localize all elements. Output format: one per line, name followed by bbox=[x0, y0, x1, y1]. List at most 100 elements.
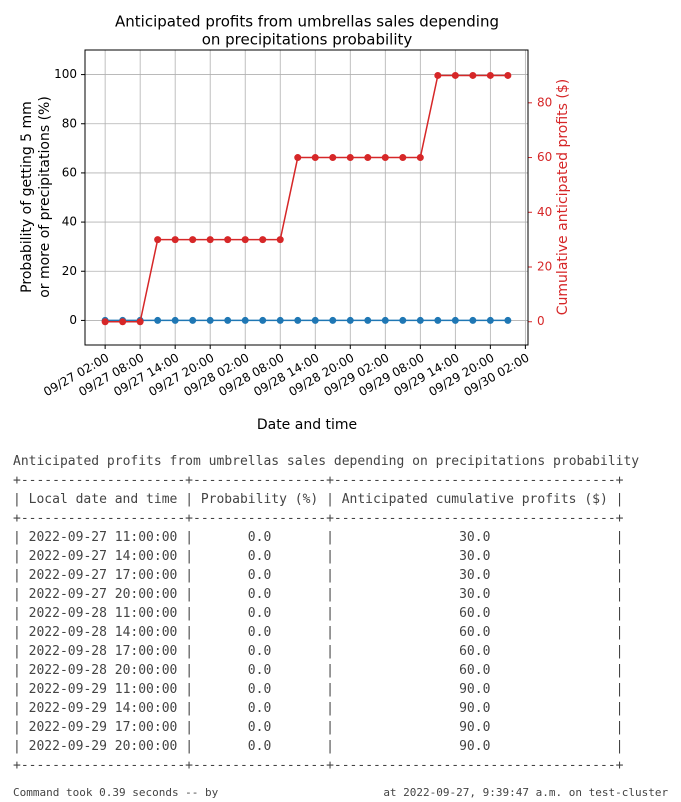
chart-title: on precipitations probability bbox=[202, 31, 413, 49]
cell-text: 2022-09-28 14:00:00 bbox=[28, 625, 178, 640]
point bbox=[486, 316, 494, 324]
point bbox=[399, 316, 407, 324]
point bbox=[486, 71, 494, 79]
point bbox=[346, 316, 354, 324]
cell: 60.0 bbox=[459, 606, 491, 621]
cell-text: 2022-09-27 20:00:00 bbox=[28, 587, 178, 602]
point bbox=[224, 316, 232, 324]
table-title: Anticipated profits from umbrellas sales… bbox=[13, 454, 640, 469]
y-tick-label: 100 bbox=[54, 67, 77, 81]
point bbox=[241, 316, 249, 324]
y2-tick-label: 60 bbox=[537, 150, 552, 164]
point bbox=[171, 236, 179, 244]
table-row: | 2022-09-28 20:00:00 | 0.0 | 60.0 | bbox=[13, 663, 624, 678]
cell: 0.0 bbox=[247, 720, 272, 735]
point bbox=[154, 236, 162, 244]
header-cell: Local date and time bbox=[28, 492, 178, 507]
point bbox=[276, 316, 284, 324]
table-body: | 2022-09-27 11:00:00 | 0.0 | 30.0 | | 2022-09… bbox=[13, 528, 639, 756]
table-border: +---------------------+-----------------… bbox=[13, 511, 624, 526]
cell: 0.0 bbox=[247, 701, 272, 716]
cell: 90.0 bbox=[459, 682, 491, 697]
point bbox=[224, 236, 232, 244]
point bbox=[416, 154, 424, 162]
cell: 0.0 bbox=[247, 530, 272, 545]
cell: 2022-09-28 11:00:00 bbox=[21, 604, 185, 623]
y-axis-label: Probability of getting 5 mm bbox=[19, 101, 35, 293]
cell: 60.0 bbox=[459, 625, 491, 640]
point bbox=[346, 154, 354, 162]
cell: 2022-09-28 14:00:00 bbox=[21, 623, 185, 642]
point bbox=[189, 316, 197, 324]
cell: 2022-09-29 11:00:00 bbox=[21, 680, 185, 699]
cell: 0.0 bbox=[247, 739, 272, 754]
table-row: | 2022-09-27 17:00:00 | 0.0 | 30.0 | bbox=[13, 568, 624, 583]
table: Anticipated profits from umbrellas sales… bbox=[13, 452, 639, 775]
point bbox=[276, 236, 284, 244]
point bbox=[206, 316, 214, 324]
point bbox=[119, 318, 127, 326]
point bbox=[451, 71, 459, 79]
point bbox=[136, 318, 144, 326]
x-axis-label: Date and time bbox=[257, 417, 357, 433]
cell: 0.0 bbox=[247, 625, 272, 640]
table-row: | 2022-09-27 14:00:00 | 0.0 | 30.0 | bbox=[13, 549, 624, 564]
cell: 2022-09-28 17:00:00 bbox=[21, 642, 185, 661]
cell: 30.0 bbox=[459, 530, 491, 545]
y-axis-label: or more of precipitations (%) bbox=[37, 96, 53, 298]
footer-text: Command took 0.39 seconds -- by bbox=[13, 786, 219, 799]
y2-axis-label: Cumulative anticipated profits ($) bbox=[555, 79, 571, 315]
footer-text: at 2022-09-27, 9:39:47 a.m. on test-clus… bbox=[383, 786, 669, 799]
table-row: | 2022-09-29 11:00:00 | 0.0 | 90.0 | bbox=[13, 680, 624, 699]
cell: 60.0 bbox=[459, 644, 491, 659]
cell-text: 2022-09-27 14:00:00 bbox=[28, 549, 178, 564]
y-tick-label: 0 bbox=[69, 313, 77, 327]
point bbox=[259, 316, 267, 324]
point bbox=[434, 71, 442, 79]
cell: 2022-09-29 17:00:00 bbox=[21, 718, 185, 737]
table-border: +---------------------+-----------------… bbox=[13, 758, 624, 773]
point bbox=[504, 316, 512, 324]
point bbox=[241, 236, 249, 244]
point bbox=[504, 71, 512, 79]
cell: 2022-09-27 20:00:00 bbox=[21, 585, 185, 604]
point bbox=[381, 154, 389, 162]
header-cell: Probability (%) bbox=[200, 492, 319, 507]
cell: 30.0 bbox=[459, 549, 491, 564]
point bbox=[399, 154, 407, 162]
cell-text: 2022-09-29 20:00:00 bbox=[28, 739, 178, 754]
cell-text: 2022-09-28 20:00:00 bbox=[28, 663, 178, 678]
point bbox=[451, 316, 459, 324]
chart-title: Anticipated profits from umbrellas sales… bbox=[115, 13, 499, 31]
point bbox=[416, 316, 424, 324]
table-row: | 2022-09-29 20:00:00 | 0.0 | 90.0 | bbox=[13, 739, 624, 754]
header-cell: Anticipated cumulative profits ($) bbox=[341, 492, 608, 507]
y2-tick-label: 80 bbox=[537, 95, 552, 109]
table-row: | 2022-09-29 14:00:00 | 0.0 | 90.0 | bbox=[13, 701, 624, 716]
cell-text: 2022-09-27 17:00:00 bbox=[28, 568, 178, 583]
cell-text: 2022-09-29 17:00:00 bbox=[28, 720, 178, 735]
footer: Command took 0.39 seconds -- by at 2022-0… bbox=[13, 786, 668, 799]
table-row: | 2022-09-27 20:00:00 | 0.0 | 30.0 | bbox=[13, 585, 624, 604]
cell-text: 2022-09-29 14:00:00 bbox=[28, 701, 178, 716]
point bbox=[171, 316, 179, 324]
y-tick-label: 60 bbox=[62, 165, 77, 179]
point bbox=[434, 316, 442, 324]
table-row: | 2022-09-27 11:00:00 | 0.0 | 30.0 | bbox=[13, 530, 624, 545]
cell: 0.0 bbox=[247, 682, 272, 697]
cell-text: 2022-09-29 11:00:00 bbox=[28, 682, 178, 697]
y2-tick-label: 0 bbox=[537, 314, 545, 328]
cell-text: 2022-09-27 11:00:00 bbox=[28, 530, 178, 545]
cell: 0.0 bbox=[247, 549, 272, 564]
cell: 90.0 bbox=[459, 739, 491, 754]
y-tick-label: 40 bbox=[62, 215, 77, 229]
y2-tick-label: 40 bbox=[537, 205, 552, 219]
cell: 0.0 bbox=[247, 663, 272, 678]
cell: 0.0 bbox=[247, 644, 272, 659]
point bbox=[311, 154, 319, 162]
point bbox=[294, 316, 302, 324]
point bbox=[259, 236, 267, 244]
point bbox=[294, 154, 302, 162]
chart: Anticipated profits from umbrellas sales… bbox=[19, 13, 571, 434]
